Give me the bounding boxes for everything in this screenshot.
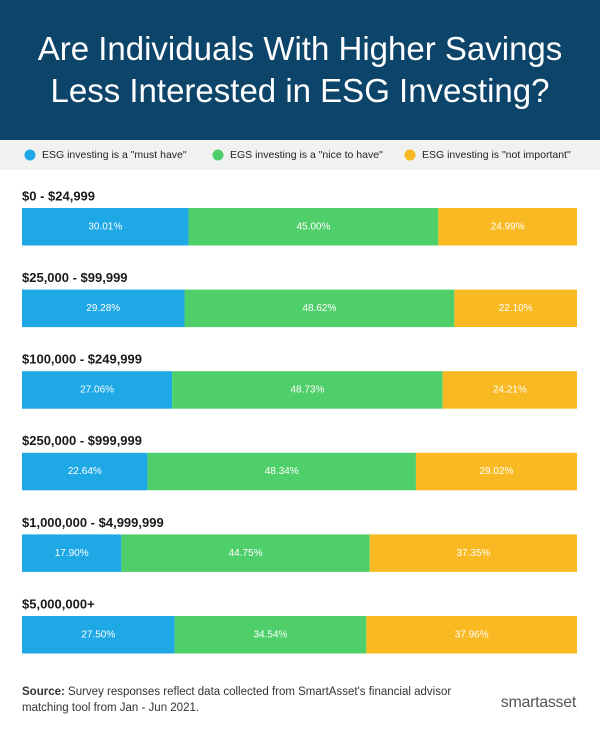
legend-marker — [212, 149, 224, 161]
category-label: $1,000,000 - $4,999,999 — [22, 515, 164, 530]
bar-segment — [147, 452, 416, 491]
bar-segment — [172, 371, 443, 409]
bar-segment — [22, 208, 189, 246]
header: Are Individuals With Higher Savings Less… — [0, 0, 600, 140]
bar-segment — [22, 534, 122, 572]
value-label: 22.10% — [499, 303, 533, 314]
chart: ESG investing is a "must have" EGS invest… — [0, 140, 600, 654]
category-label: $100,000 - $249,999 — [22, 352, 142, 367]
bar-segment — [454, 289, 577, 328]
value-label: 48.34% — [265, 466, 299, 477]
value-label: 44.75% — [229, 548, 263, 559]
source-text: Survey responses reflect data collected … — [22, 686, 452, 714]
bar-segment — [438, 208, 577, 246]
value-label: 48.62% — [302, 303, 336, 314]
brand: smartasset — [500, 694, 577, 711]
bar-segment — [22, 616, 175, 654]
value-label: 30.01% — [88, 221, 122, 232]
value-label: 27.06% — [80, 385, 114, 396]
bar-segment — [22, 289, 185, 328]
category-label: $5,000,000+ — [22, 596, 95, 611]
bar-segment — [121, 534, 370, 572]
bar-segment — [184, 289, 455, 328]
value-label: 45.00% — [296, 221, 330, 232]
bar-segment — [22, 371, 173, 409]
bar-segment — [174, 616, 367, 654]
category-label: $250,000 - $999,999 — [22, 433, 142, 448]
category-label: $0 - $24,999 — [22, 188, 95, 203]
bar-segment — [22, 452, 148, 491]
source: Source: Survey responses reflect data co… — [22, 684, 462, 716]
value-label: 37.35% — [456, 548, 490, 559]
legend-label: ESG investing is a "must have" — [42, 149, 187, 161]
legend-marker — [24, 149, 36, 161]
value-label: 37.96% — [455, 629, 489, 640]
legend-marker — [404, 149, 416, 161]
bar-segment — [366, 616, 577, 654]
value-label: 22.64% — [68, 466, 102, 477]
value-label: 48.73% — [290, 385, 324, 396]
bar-segment — [442, 371, 577, 409]
value-label: 27.50% — [81, 629, 115, 640]
value-label: 24.21% — [493, 385, 527, 396]
value-label: 29.02% — [480, 466, 514, 477]
legend-band — [0, 140, 600, 170]
category-label: $25,000 - $99,999 — [22, 270, 128, 285]
value-label: 34.54% — [254, 629, 288, 640]
bar-segment — [415, 452, 577, 491]
legend-label: ESG investing is "not important" — [422, 149, 571, 161]
bar-segment — [369, 534, 577, 572]
legend-label: EGS investing is a "nice to have" — [230, 149, 383, 161]
value-label: 29.28% — [86, 303, 120, 314]
bar-segment — [188, 208, 439, 246]
source-label: Source: — [22, 686, 65, 698]
value-label: 17.90% — [55, 548, 89, 559]
chart-title: Are Individuals With Higher Savings Less… — [37, 30, 563, 109]
value-label: 24.99% — [491, 221, 525, 232]
